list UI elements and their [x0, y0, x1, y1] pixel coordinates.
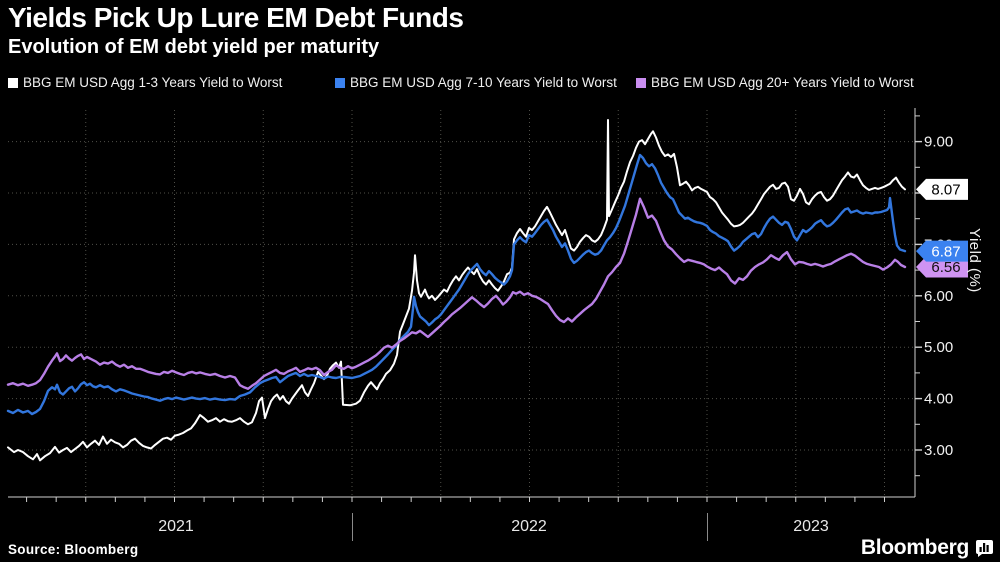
legend-label-20y: BBG EM USD Agg 20+ Years Yield to Worst — [651, 75, 914, 90]
bloomberg-logo-icon — [976, 539, 993, 557]
legend-item-7-10y: BBG EM USD Agg 7-10 Years Yield to Worst — [335, 75, 617, 90]
end-value-badge — [916, 240, 968, 262]
bloomberg-logo: Bloomberg — [861, 536, 994, 560]
page-title: Yields Pick Up Lure EM Debt Funds — [8, 2, 464, 33]
legend-swatch-1-3y — [8, 77, 18, 88]
year-separator-2023 — [707, 513, 708, 541]
y-tick-label: 3.00 — [924, 442, 953, 459]
chart-subtitle: Evolution of EM debt yield per maturity — [8, 36, 380, 58]
y-tick-label: 6.00 — [924, 288, 953, 305]
x-axis-year-2022: 2022 — [511, 518, 547, 535]
end-value-badge — [916, 256, 968, 278]
end-value-badge-label: 6.87 — [931, 243, 960, 260]
legend-item-20y: BBG EM USD Agg 20+ Years Yield to Worst — [636, 75, 914, 90]
x-axis-year-2021: 2021 — [158, 518, 194, 535]
series-line-1 — [6, 153, 907, 416]
end-value-badge-label: 8.07 — [931, 182, 960, 199]
series-line-0 — [7, 119, 906, 462]
legend-swatch-20y — [636, 77, 646, 88]
y-tick-label: 4.00 — [924, 391, 953, 408]
legend-swatch-7-10y — [335, 77, 345, 88]
legend-label-7-10y: BBG EM USD Agg 7-10 Years Yield to Worst — [350, 75, 617, 90]
x-axis-year-2023: 2023 — [793, 518, 829, 535]
end-value-badge-label: 6.56 — [931, 259, 960, 276]
legend-item-1-3y: BBG EM USD Agg 1-3 Years Yield to Worst — [8, 75, 282, 90]
y-axis-title: Yield (%) — [966, 228, 983, 293]
year-separator-2022 — [352, 513, 353, 541]
y-tick-label: 5.00 — [924, 339, 953, 356]
legend-label-1-3y: BBG EM USD Agg 1-3 Years Yield to Worst — [23, 75, 283, 90]
source-attribution: Source: Bloomberg — [8, 542, 139, 557]
series-line-2 — [6, 197, 907, 390]
y-tick-label: 9.00 — [924, 134, 953, 151]
chart-legend: BBG EM USD Agg 1-3 Years Yield to Worst … — [8, 75, 992, 93]
bloomberg-logo-text: Bloomberg — [860, 536, 969, 559]
end-value-badge — [916, 178, 968, 200]
